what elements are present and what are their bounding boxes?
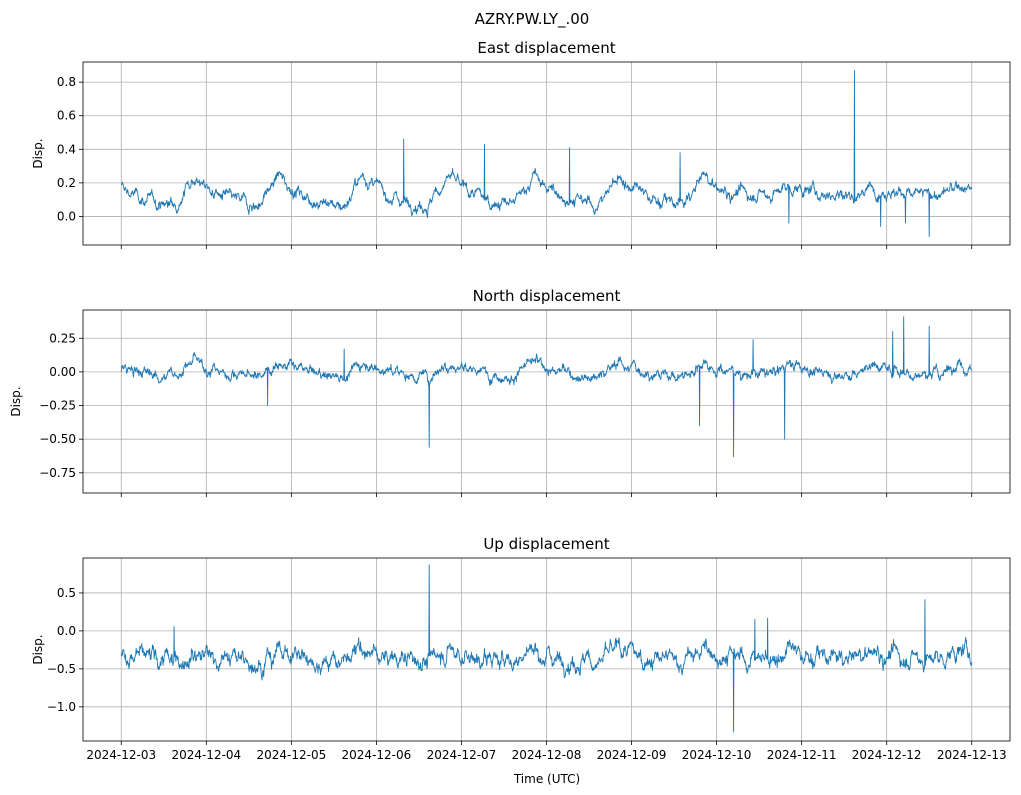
x-tick-label: 2024-12-12 — [852, 748, 922, 762]
y-tick-label: 0.2 — [57, 176, 76, 190]
panel-title: North displacement — [473, 287, 621, 305]
x-tick-label: 2024-12-10 — [682, 748, 752, 762]
y-tick-label: 0.0 — [57, 209, 76, 223]
panel-title: East displacement — [477, 39, 615, 57]
y-tick-label: 0.25 — [49, 331, 76, 345]
y-axis-label: Disp. — [31, 138, 45, 168]
x-tick-label: 2024-12-09 — [597, 748, 667, 762]
y-axis-label: Disp. — [9, 386, 23, 416]
y-tick-label: −0.5 — [47, 662, 76, 676]
x-tick-label: 2024-12-13 — [937, 748, 1007, 762]
series-line-east — [120, 69, 973, 238]
x-tick-label: 2024-12-11 — [767, 748, 837, 762]
x-tick-label: 2024-12-06 — [342, 748, 412, 762]
axes-frame — [82, 557, 1011, 742]
y-tick-label: 0.4 — [57, 142, 76, 156]
x-tick-label: 2024-12-07 — [427, 748, 497, 762]
y-axis-label: Disp. — [31, 634, 45, 664]
y-tick-label: 0.8 — [57, 75, 76, 89]
series-line-north — [120, 316, 973, 458]
y-tick-label: 0.6 — [57, 109, 76, 123]
axes-frame — [82, 61, 1011, 246]
y-tick-label: 0.5 — [57, 586, 76, 600]
x-tick-label: 2024-12-03 — [86, 748, 156, 762]
y-tick-label: −0.25 — [39, 399, 76, 413]
x-axis-label: Time (UTC) — [513, 772, 580, 786]
axes-frame — [82, 309, 1011, 494]
y-tick-label: 0.00 — [49, 365, 76, 379]
series-line-up — [120, 564, 973, 733]
panel-up: Up displacement 2024-12-03 2024-12-04 2024-… — [31, 535, 1011, 762]
y-tick-label: 0.0 — [57, 624, 76, 638]
x-tick-label: 2024-12-08 — [512, 748, 582, 762]
x-tick-label: 2024-12-05 — [256, 748, 326, 762]
panel-title: Up displacement — [483, 535, 609, 553]
panel-east: East displacement 0.0 0.2 0.4 0.6 0.8 Disp. — [31, 39, 1011, 249]
figure-title: AZRY.PW.LY_.00 — [475, 10, 590, 29]
panel-north: North displacement −0.75 −0.50 −0.25 0.00 0.2… — [9, 287, 1011, 497]
y-tick-label: −1.0 — [47, 700, 76, 714]
x-tick-label: 2024-12-04 — [171, 748, 241, 762]
y-tick-label: −0.75 — [39, 466, 76, 480]
y-tick-label: −0.50 — [39, 432, 76, 446]
